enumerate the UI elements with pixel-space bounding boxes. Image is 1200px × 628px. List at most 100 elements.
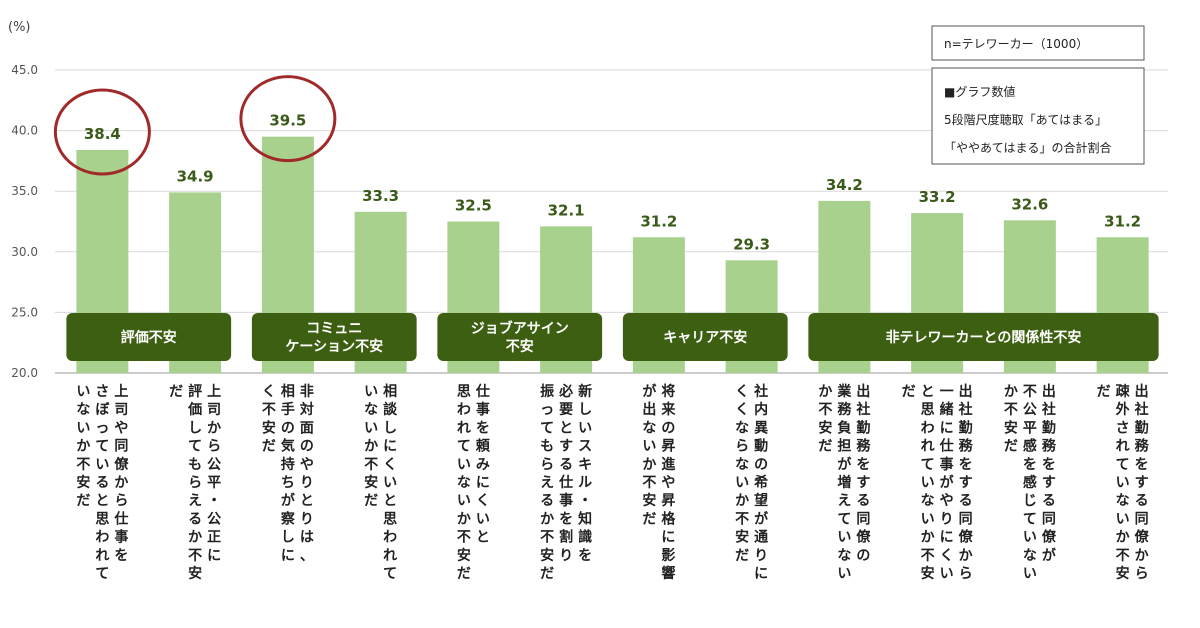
highlight-circle	[53, 88, 151, 176]
category-label-char: 勤	[1042, 419, 1056, 436]
category-label-char: し	[281, 530, 295, 546]
value-label: 31.2	[640, 212, 677, 230]
category-label-char: に	[281, 548, 295, 564]
category-label-char: 安	[364, 474, 378, 491]
category-label-char: な	[364, 402, 378, 418]
category-label-char: い	[1116, 511, 1130, 527]
category-label-char: り	[300, 475, 314, 491]
category-label-char: の	[661, 420, 675, 436]
category-label-char: 仕	[475, 383, 490, 400]
category-label-char: 平	[207, 475, 221, 491]
value-label: 39.5	[269, 112, 306, 130]
category-label-char: 公	[207, 457, 221, 473]
category-label-char: 公	[1023, 402, 1037, 418]
category-label-char: 安	[642, 492, 656, 509]
category-label-char: ・	[578, 493, 592, 509]
category-label-char: 評	[188, 383, 202, 400]
y-tick-label: 25.0	[11, 305, 38, 319]
category-label-char: る	[1135, 493, 1149, 509]
category-label-char: 響	[661, 565, 675, 582]
value-label: 32.5	[455, 197, 492, 215]
category-label-char: な	[921, 493, 935, 509]
category-label-char: て	[383, 566, 397, 582]
group-label: 評価不安	[121, 329, 177, 346]
category-label-char: に	[661, 530, 675, 546]
category-label-char: な	[1116, 493, 1130, 509]
category-label-char: 務	[959, 438, 974, 455]
category-label-char: が	[642, 383, 657, 400]
category-label-char: 事	[559, 492, 573, 509]
category-label-char: え	[188, 493, 202, 509]
category-label-char: に	[940, 530, 954, 546]
category-label-char: 来	[660, 402, 676, 418]
category-label-char: 社	[855, 401, 870, 418]
category-label-char: 異	[754, 420, 768, 436]
category-label-char: 望	[754, 492, 768, 509]
category-label-char: い	[1023, 530, 1037, 546]
category-label-char: 社	[1041, 401, 1056, 418]
category-label-char: い	[837, 566, 851, 582]
category-label-char: く	[735, 402, 749, 418]
category-label-char: か	[457, 511, 471, 527]
category-label-char: や	[114, 420, 128, 436]
category-label-char: 一	[940, 384, 954, 400]
category-label-char: 振	[540, 383, 554, 400]
category-label-char: な	[837, 548, 851, 564]
category-label-char: や	[661, 475, 675, 491]
category-label-char: 出	[642, 401, 656, 418]
category-label-char: れ	[921, 439, 935, 455]
category-label-char: 不	[76, 457, 90, 473]
category-label-char: 上	[114, 384, 128, 400]
category-label-char: わ	[921, 420, 935, 436]
category-label-char: 相	[281, 383, 295, 400]
category-label-char: 務	[856, 438, 871, 455]
category-label-char: さ	[1116, 420, 1130, 436]
category-label-char: て	[837, 511, 851, 527]
category-label-char: や	[940, 493, 954, 509]
category-label-char: だ	[902, 384, 916, 400]
category-label-char: だ	[735, 548, 749, 564]
category-label-char: い	[940, 566, 954, 582]
category-label-char: を	[1042, 457, 1056, 473]
group-band	[437, 313, 603, 361]
category-label-char: 安	[262, 419, 276, 436]
category-label-char: っ	[95, 420, 109, 436]
category-label-char: ち	[281, 475, 295, 491]
category-label-char: 進	[661, 457, 675, 473]
category-label-char: 感	[1023, 438, 1037, 455]
category-label-char: い	[921, 475, 935, 491]
category-label-char: く	[262, 384, 276, 400]
category-label-char: 正	[207, 530, 221, 546]
category-label-char: 増	[837, 474, 851, 491]
category-label-char: な	[642, 420, 656, 436]
category-label-char: な	[76, 402, 90, 418]
category-label-char: を	[1135, 457, 1149, 473]
category-label-char: と	[559, 420, 573, 436]
category-label-char: か	[364, 439, 378, 455]
y-tick-label: 30.0	[11, 245, 38, 259]
category-label-char: 持	[281, 456, 295, 473]
category-label-char: と	[921, 384, 935, 400]
group-label: キャリア不安	[663, 329, 747, 346]
legend-note-box: ■グラフ数値 5段階尺度聴取「あてはまる」 「ややあてはまる」の合計割合	[931, 67, 1145, 165]
category-label-char: 同	[856, 511, 870, 527]
category-label-char: り	[754, 548, 768, 564]
category-label-char: 不	[818, 402, 832, 418]
category-label-char: い	[1116, 475, 1130, 491]
category-label-char: 不	[457, 530, 471, 546]
category-label-char: 安	[818, 419, 832, 436]
category-label-char: 不	[735, 511, 749, 527]
category-label-char: 不	[540, 530, 554, 546]
category-label-char: が	[754, 510, 769, 527]
category-label-char: 手	[281, 401, 295, 418]
category-label-char: 僚	[958, 529, 974, 546]
category-label-char: に	[383, 439, 397, 455]
category-label-char: て	[457, 439, 471, 455]
value-label: 34.2	[826, 176, 863, 194]
category-label-char: て	[188, 439, 202, 455]
category-label-char: の	[300, 439, 314, 455]
